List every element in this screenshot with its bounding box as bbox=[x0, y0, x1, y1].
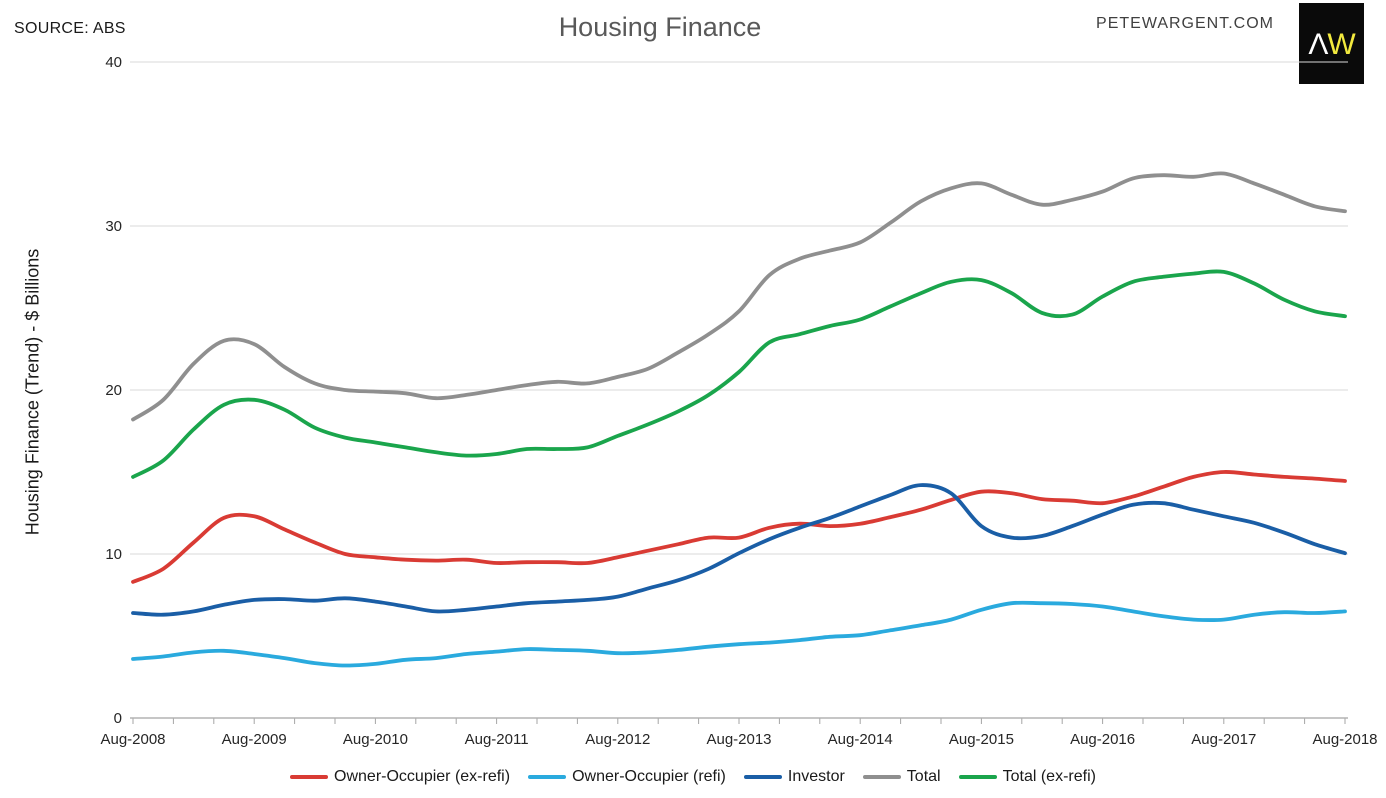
legend-item-total-ex-refi: Total (ex-refi) bbox=[958, 768, 1096, 786]
x-tick-label-Aug-2011: Aug-2011 bbox=[465, 731, 529, 748]
x-tick-label-Aug-2012: Aug-2012 bbox=[585, 731, 650, 748]
y-tick-label-0: 0 bbox=[114, 710, 122, 727]
y-tick-label-20: 20 bbox=[105, 382, 122, 399]
page-title: Housing Finance bbox=[558, 12, 762, 42]
x-tick-label-Aug-2017: Aug-2017 bbox=[1191, 731, 1256, 748]
x-tick-label-Aug-2010: Aug-2010 bbox=[343, 731, 408, 748]
legend-label-investor: Investor bbox=[787, 768, 845, 785]
series-line-investor bbox=[131, 483, 1347, 617]
y-tick-label-40: 40 bbox=[105, 54, 122, 71]
source-label: SOURCE: ABS bbox=[14, 20, 126, 37]
series-line-owner-occupier-refi bbox=[131, 600, 1347, 668]
brand-logo: ΛW bbox=[1299, 3, 1364, 84]
x-tick-label-Aug-2016: Aug-2016 bbox=[1070, 731, 1135, 748]
logo-lambda-glyph: Λ bbox=[1308, 28, 1328, 61]
series-line-total-ex-refi bbox=[131, 269, 1347, 479]
x-tick-label-Aug-2009: Aug-2009 bbox=[222, 731, 287, 748]
x-tick-label-Aug-2015: Aug-2015 bbox=[949, 731, 1014, 748]
legend-item-owner-occupier-refi: Owner-Occupier (refi) bbox=[528, 768, 726, 786]
legend-swatch-owner-occupier-refi bbox=[528, 775, 567, 779]
legend-label-owner-occupier-refi: Owner-Occupier (refi) bbox=[572, 768, 726, 785]
legend-swatch-total-ex-refi bbox=[958, 775, 997, 779]
series-line-owner-occupier-ex-refi bbox=[131, 470, 1347, 584]
logo-w-glyph: W bbox=[1327, 28, 1355, 61]
legend-item-investor: Investor bbox=[743, 768, 845, 786]
legend-label-owner-occupier-ex-refi: Owner-Occupier (ex-refi) bbox=[334, 768, 511, 785]
website-label: PETEWARGENT.COM bbox=[1096, 15, 1274, 32]
legend-label-total-ex-refi: Total (ex-refi) bbox=[1002, 768, 1096, 785]
legend: Owner-Occupier (ex-refi) Owner-Occupier (… bbox=[0, 768, 1386, 786]
x-tick-label-Aug-2018: Aug-2018 bbox=[1312, 731, 1377, 748]
legend-swatch-owner-occupier-ex-refi bbox=[290, 775, 329, 779]
legend-item-total: Total bbox=[862, 768, 941, 786]
y-tick-label-30: 30 bbox=[105, 218, 122, 235]
x-tick-label-Aug-2014: Aug-2014 bbox=[828, 731, 893, 748]
legend-swatch-total bbox=[862, 775, 901, 779]
series-line-total bbox=[131, 171, 1347, 422]
y-tick-label-10: 10 bbox=[105, 546, 122, 563]
x-tick-label-Aug-2008: Aug-2008 bbox=[100, 731, 165, 748]
x-tick-label-Aug-2013: Aug-2013 bbox=[706, 731, 771, 748]
legend-item-owner-occupier-ex-refi: Owner-Occupier (ex-refi) bbox=[290, 768, 510, 786]
legend-label-total: Total bbox=[906, 768, 941, 785]
legend-swatch-investor bbox=[743, 775, 782, 779]
